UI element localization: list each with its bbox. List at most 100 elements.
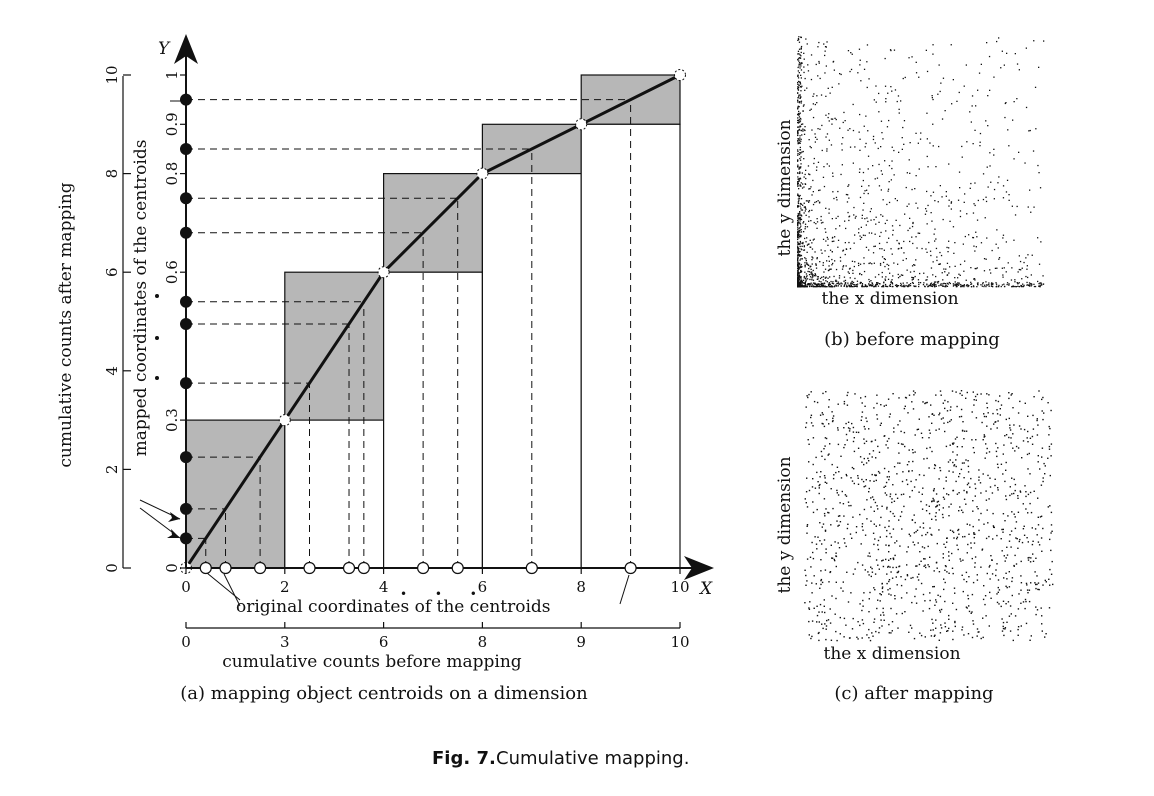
scatter-point: [996, 455, 998, 458]
scatter-point: [936, 542, 938, 545]
scatter-point: [808, 243, 810, 245]
scatter-point: [828, 212, 830, 214]
scatter-point: [976, 574, 978, 576]
scatter-point: [797, 237, 799, 239]
scatter-point: [807, 284, 810, 286]
scatter-point: [1038, 283, 1040, 285]
scatter-point: [848, 430, 851, 432]
curve-breakpoint: [278, 414, 291, 427]
scatter-point: [881, 173, 883, 175]
scatter-point: [974, 279, 976, 281]
scatter-point: [798, 36, 800, 38]
scatter-point: [851, 628, 854, 630]
scatter-point: [839, 515, 841, 517]
scatter-point: [798, 272, 800, 274]
scatter-point: [961, 626, 964, 628]
scatter-point: [955, 283, 958, 285]
scatter-point: [886, 219, 888, 221]
scatter-point: [948, 618, 950, 620]
scatter-point: [799, 212, 801, 215]
scatter-point: [930, 284, 932, 286]
scatter-point: [861, 619, 864, 621]
scatter-point: [932, 44, 934, 46]
scatter-point: [985, 285, 987, 288]
scatter-point: [887, 190, 889, 192]
scatter-point: [843, 427, 845, 429]
scatter-point: [1032, 414, 1034, 417]
scatter-point: [813, 162, 815, 165]
scatter-point: [798, 213, 800, 216]
scatter-point: [848, 268, 851, 270]
scatter-point: [1020, 602, 1022, 604]
scatter-point: [878, 283, 881, 285]
scatter-point: [847, 601, 850, 603]
scatter-point: [889, 587, 891, 590]
scatter-point: [819, 522, 821, 524]
scatter-point: [804, 262, 806, 264]
scatter-point: [798, 86, 800, 89]
original-centroid: [451, 561, 464, 575]
scatter-point: [813, 283, 815, 285]
scatter-point: [906, 483, 909, 486]
scatter-point: [893, 149, 895, 152]
scatter-point: [894, 198, 896, 200]
scatter-point: [922, 527, 925, 529]
scatter-point: [816, 471, 818, 474]
scatter-point: [996, 285, 998, 287]
vertical-ellipsis-dot: [155, 336, 159, 340]
scatter-point: [986, 425, 988, 427]
scatter-point: [1023, 284, 1025, 286]
scatter-point: [1001, 284, 1004, 286]
scatter-point: [1030, 582, 1032, 584]
scatter-point: [1019, 260, 1022, 263]
scatter-point: [831, 411, 833, 413]
scatter-point: [814, 487, 817, 489]
scatter-point: [967, 465, 970, 468]
scatter-point: [825, 114, 827, 116]
scatter-point: [1036, 419, 1038, 422]
scatter-point: [834, 613, 836, 615]
scatter-point: [844, 120, 846, 122]
scatter-point: [887, 589, 889, 591]
scatter-point: [969, 486, 971, 488]
scatter-point: [1034, 571, 1036, 573]
scatter-point: [882, 611, 884, 614]
scatter-point: [831, 463, 833, 466]
scatter-point: [816, 102, 818, 104]
scatter-point: [974, 487, 977, 490]
scatter-point: [908, 203, 910, 205]
scatter-point: [967, 594, 969, 597]
scatter-point: [993, 188, 996, 191]
scatter-point: [812, 257, 814, 259]
scatter-point: [798, 48, 801, 50]
scatter-point: [1034, 285, 1037, 288]
scatter-point: [874, 233, 876, 235]
bottom-scale-tick-label: 10: [670, 633, 689, 651]
scatter-point: [818, 62, 820, 64]
scatter-point: [806, 580, 808, 582]
scatter-point: [985, 196, 987, 198]
scatter-point: [872, 635, 874, 637]
scatter-point: [922, 610, 924, 612]
scatter-point: [1018, 151, 1020, 153]
scatter-point: [921, 247, 923, 250]
scatter-point: [824, 458, 826, 461]
scatter-point: [885, 404, 887, 406]
scatter-point: [1020, 560, 1022, 563]
scatter-point: [799, 222, 801, 224]
scatter-point: [820, 249, 822, 251]
scatter-point: [898, 565, 901, 567]
scatter-point: [854, 284, 856, 286]
scatter-point: [801, 151, 803, 153]
scatter-point: [932, 261, 934, 263]
scatter-point: [873, 245, 875, 248]
scatter-point: [958, 416, 961, 418]
scatter-point: [840, 477, 843, 479]
scatter-point: [1009, 605, 1012, 607]
scatter-point: [934, 464, 936, 466]
scatter-point: [842, 581, 844, 583]
scatter-point: [948, 199, 950, 201]
scatter-point: [1040, 607, 1042, 609]
scatter-point: [1029, 284, 1031, 286]
scatter-point: [797, 231, 799, 233]
